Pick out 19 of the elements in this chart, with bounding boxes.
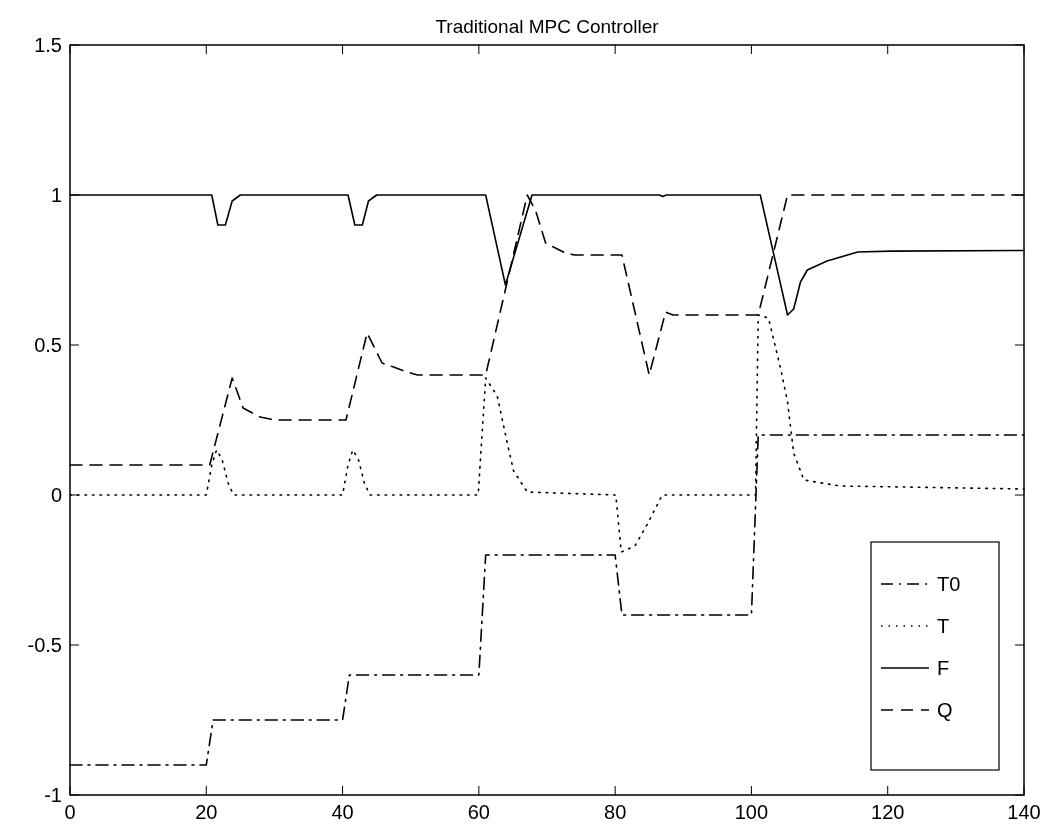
x-tick-label: 40 bbox=[331, 801, 354, 823]
y-tick-label: 0.5 bbox=[34, 334, 62, 356]
x-tick-label: 100 bbox=[734, 801, 769, 823]
y-tick-label: 1.5 bbox=[34, 34, 62, 56]
legend-label: F bbox=[937, 657, 950, 679]
x-tick-label: 120 bbox=[871, 801, 905, 823]
y-tick-label: -1 bbox=[44, 784, 62, 806]
legend-label: Q bbox=[937, 699, 953, 721]
y-tick-label: -0.5 bbox=[27, 634, 62, 656]
x-tick-label: 80 bbox=[604, 801, 627, 823]
x-tick-label: 20 bbox=[195, 801, 218, 823]
legend-label: T bbox=[937, 615, 950, 637]
y-tick-label: 0 bbox=[50, 484, 62, 506]
x-tick-label: 60 bbox=[467, 801, 490, 823]
chart-title: Traditional MPC Controller bbox=[435, 16, 660, 37]
y-tick-label: 1 bbox=[50, 184, 62, 206]
x-tick-label: 140 bbox=[1007, 801, 1041, 823]
x-tick-label: 0 bbox=[64, 801, 76, 823]
legend-label: T0 bbox=[937, 573, 961, 595]
